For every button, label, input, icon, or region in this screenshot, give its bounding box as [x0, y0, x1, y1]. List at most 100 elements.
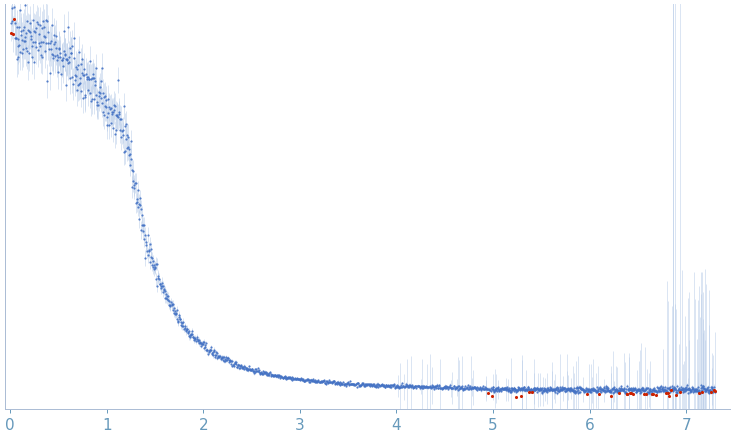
Point: [265, 372, 277, 379]
Point: [195, 342, 207, 349]
Point: [233, 365, 245, 372]
Point: [241, 366, 253, 373]
Point: [244, 365, 256, 372]
Point: [542, 385, 554, 392]
Point: [34, 21, 46, 28]
Point: [667, 385, 679, 392]
Point: [520, 387, 531, 394]
Point: [554, 386, 566, 393]
Point: [426, 384, 437, 391]
Point: [310, 378, 321, 385]
Point: [432, 384, 444, 391]
Point: [496, 386, 508, 393]
Point: [499, 385, 511, 392]
Point: [436, 385, 448, 392]
Point: [507, 386, 519, 393]
Point: [364, 381, 376, 388]
Point: [685, 388, 697, 395]
Point: [468, 384, 480, 391]
Point: [333, 380, 344, 387]
Point: [524, 387, 536, 394]
Point: [461, 385, 473, 392]
Point: [84, 57, 96, 64]
Point: [177, 323, 189, 329]
Point: [210, 348, 222, 355]
Point: [659, 387, 671, 394]
Point: [677, 386, 689, 393]
Point: [454, 385, 465, 392]
Point: [627, 391, 639, 398]
Point: [589, 387, 601, 394]
Point: [517, 386, 529, 393]
Point: [421, 384, 433, 391]
Point: [535, 387, 547, 394]
Point: [374, 382, 386, 388]
Point: [704, 387, 716, 394]
Point: [365, 381, 377, 388]
Point: [656, 384, 668, 391]
Point: [315, 378, 327, 385]
Point: [502, 388, 514, 395]
Point: [429, 383, 440, 390]
Point: [639, 386, 651, 393]
Point: [596, 386, 608, 393]
Point: [327, 378, 338, 385]
Point: [490, 385, 501, 392]
Point: [334, 381, 346, 388]
Point: [658, 388, 669, 395]
Point: [264, 370, 275, 377]
Point: [381, 382, 393, 389]
Point: [277, 373, 289, 380]
Point: [630, 388, 642, 395]
Point: [603, 388, 615, 395]
Point: [592, 387, 603, 394]
Point: [213, 353, 225, 360]
Point: [368, 382, 379, 389]
Point: [587, 386, 599, 393]
Point: [99, 93, 111, 100]
Point: [167, 301, 178, 308]
Point: [338, 380, 349, 387]
Point: [299, 377, 311, 384]
Point: [688, 386, 700, 393]
Point: [516, 385, 528, 392]
Point: [170, 310, 181, 317]
Point: [668, 386, 680, 393]
Point: [74, 80, 86, 87]
Point: [409, 383, 421, 390]
Point: [390, 382, 402, 389]
Point: [12, 43, 24, 50]
Point: [79, 65, 90, 72]
Point: [686, 386, 698, 393]
Point: [600, 383, 611, 390]
Point: [680, 384, 691, 391]
Point: [247, 367, 258, 374]
Point: [58, 28, 70, 35]
Point: [37, 38, 49, 45]
Point: [664, 387, 676, 394]
Point: [549, 386, 561, 393]
Point: [6, 29, 18, 36]
Point: [494, 386, 506, 393]
Point: [636, 387, 648, 394]
Point: [193, 340, 205, 347]
Point: [689, 388, 701, 395]
Point: [90, 77, 101, 84]
Point: [490, 385, 502, 392]
Point: [625, 389, 636, 396]
Point: [472, 386, 484, 393]
Point: [545, 386, 556, 393]
Point: [695, 382, 707, 389]
Point: [395, 384, 407, 391]
Point: [272, 371, 283, 378]
Point: [59, 56, 71, 63]
Point: [171, 306, 183, 313]
Point: [639, 387, 650, 394]
Point: [161, 296, 173, 303]
Point: [65, 44, 76, 51]
Point: [187, 333, 199, 340]
Point: [701, 385, 713, 392]
Point: [537, 388, 549, 395]
Point: [690, 386, 702, 393]
Point: [364, 382, 376, 389]
